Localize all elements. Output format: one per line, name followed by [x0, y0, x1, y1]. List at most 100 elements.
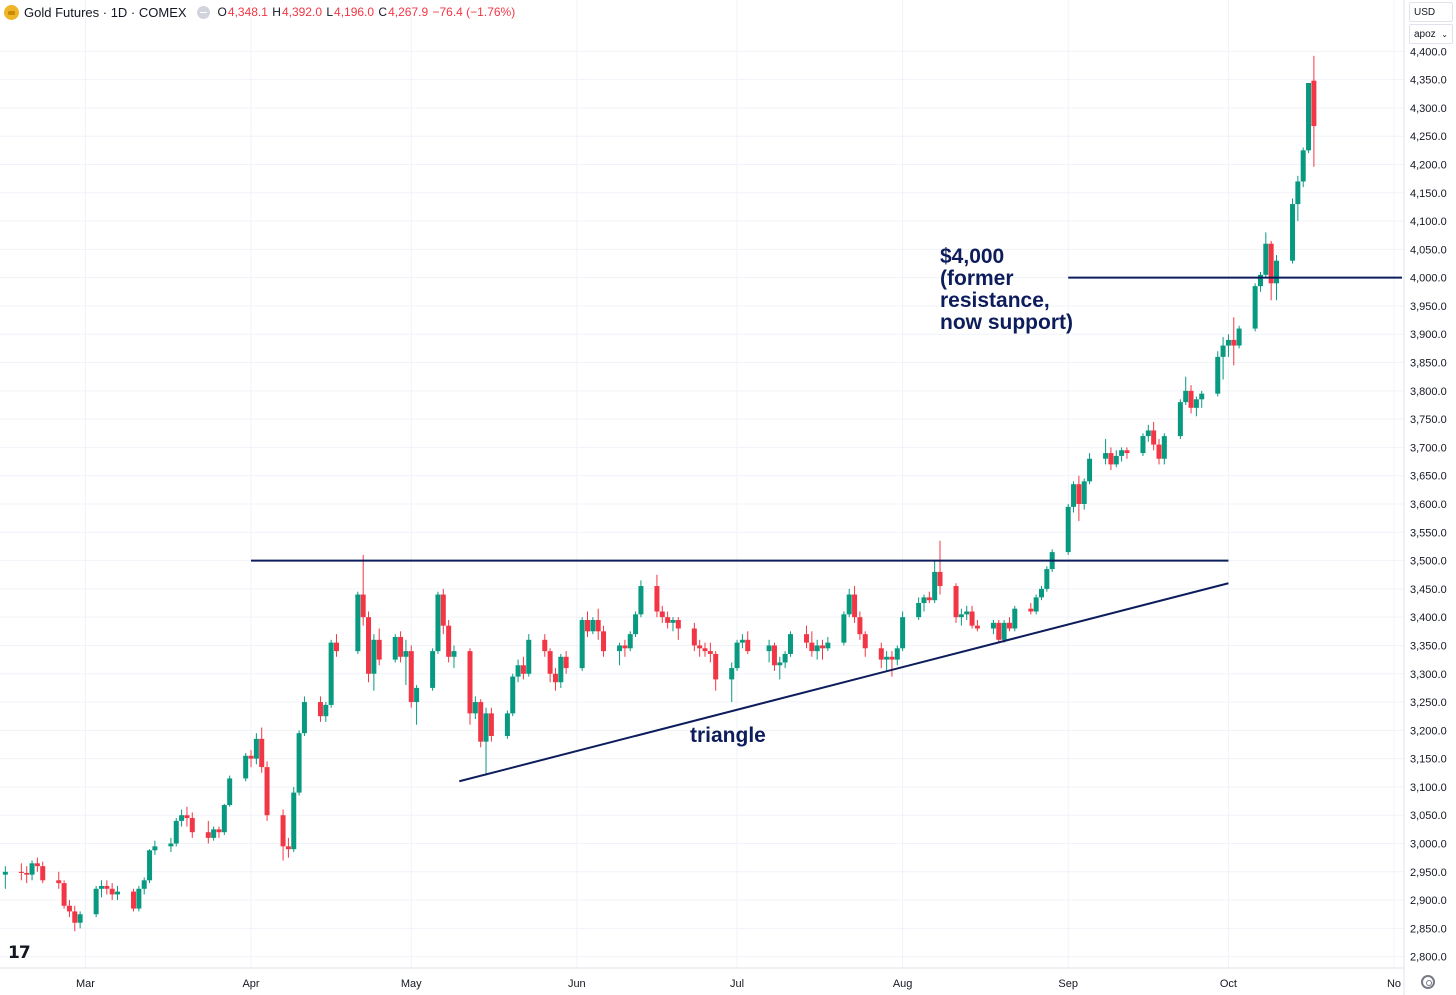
candle-up [627, 631, 633, 652]
candle-body [1268, 243, 1274, 284]
candle-up [296, 730, 302, 796]
close-value: 4,267.9 [388, 5, 429, 19]
candle-body [814, 645, 820, 652]
price-tick-label: 4,300.0 [1410, 103, 1447, 115]
candle-body [56, 880, 62, 884]
candle-body [803, 634, 809, 643]
candle-body [1028, 608, 1034, 612]
price-axis[interactable]: 4,400.0 4,350.0 4,300.0 4,250.0 4,200.0 4,150… [1410, 46, 1447, 963]
price-tick-label: 3,450.0 [1410, 584, 1447, 596]
candle-up [579, 617, 585, 671]
candle-body [1252, 286, 1258, 329]
candle-up [1290, 198, 1296, 264]
candle-body [1113, 455, 1119, 465]
candle-up [472, 696, 478, 720]
candle-body [852, 594, 858, 618]
candle-down [745, 631, 751, 654]
candle-up [291, 786, 297, 852]
price-tick-label: 3,050.0 [1410, 810, 1447, 822]
candle-body [408, 651, 414, 703]
candle-up [301, 696, 307, 736]
candle-body [974, 625, 980, 629]
candle-body [916, 603, 922, 618]
candle-up [1183, 376, 1189, 405]
candle-up [403, 639, 409, 686]
candle-down [440, 588, 446, 635]
candle-body [745, 639, 751, 652]
candle-body [777, 662, 783, 666]
candle-body [77, 914, 83, 923]
candle-down [926, 591, 932, 604]
price-tick-label: 2,950.0 [1410, 867, 1447, 879]
candle-up [1225, 334, 1231, 357]
symbol-title[interactable]: Gold Futures · 1D · COMEX [24, 4, 187, 20]
candle-down [654, 574, 660, 618]
candle-up [1236, 325, 1242, 349]
candle-body [958, 614, 964, 618]
candle-body [98, 885, 104, 889]
candle-up [93, 885, 99, 918]
legend-header: Gold Futures · 1D · COMEX O4,348.1 H4,39… [4, 3, 516, 21]
settings-gear-icon[interactable] [1421, 975, 1435, 989]
candle-down [478, 699, 484, 748]
time-tick-label: No [1387, 978, 1401, 990]
candle-up [921, 594, 927, 612]
candle-up [617, 642, 623, 666]
price-tick-label: 4,050.0 [1410, 244, 1447, 256]
candle-down [1124, 447, 1130, 459]
tradingview-logo[interactable]: 17 [8, 943, 31, 963]
time-tick-label: May [401, 978, 422, 990]
currency-value: USD [1414, 6, 1436, 18]
candle-body [520, 665, 526, 674]
candle-up [670, 617, 676, 632]
candle-body [1188, 390, 1194, 408]
candle-down [280, 809, 286, 861]
candle-up [1087, 453, 1093, 485]
time-axis[interactable]: Mar Apr May Jun Jul Aug Sep Oct No [76, 978, 1401, 990]
candle-up [147, 849, 153, 884]
candle-body [878, 648, 884, 660]
candle-body [1220, 345, 1226, 357]
candle-body [969, 611, 975, 626]
scale-mode-select[interactable]: apoz ⌄ [1409, 24, 1453, 44]
candle-body [1140, 436, 1146, 454]
candle-down [446, 620, 452, 663]
price-tick-label: 3,200.0 [1410, 725, 1447, 737]
price-tick-label: 4,350.0 [1410, 75, 1447, 87]
candle-body [633, 614, 639, 635]
candle-down [1268, 240, 1274, 301]
candle-body [659, 611, 665, 618]
candle-body [40, 866, 46, 881]
time-tick-label: Sep [1058, 978, 1078, 990]
candle-down [563, 651, 569, 674]
candle-up [515, 659, 521, 683]
candle-body [93, 888, 99, 915]
candle-body [1065, 506, 1071, 553]
visibility-toggle-icon[interactable] [196, 5, 210, 19]
candle-body [932, 571, 938, 601]
candle-up [328, 639, 334, 708]
candle-body [280, 815, 286, 847]
candle-up [1044, 566, 1050, 592]
scale-mode-value: apoz [1414, 28, 1436, 40]
candle-up [739, 634, 745, 649]
grid [0, 0, 1404, 968]
candle-body [1161, 436, 1167, 459]
candle-body [782, 653, 788, 663]
candle-body [1006, 622, 1012, 629]
candle-body [579, 620, 585, 669]
candle-body [227, 778, 233, 806]
candle-body [670, 620, 676, 623]
time-tick-label: Jul [730, 978, 744, 990]
candle-up [900, 611, 906, 652]
candle-up [483, 707, 489, 776]
candle-body [34, 863, 40, 867]
candle-body [376, 639, 382, 660]
candle-down [72, 905, 78, 932]
price-tick-label: 3,950.0 [1410, 301, 1447, 313]
currency-select[interactable]: USD [1409, 2, 1453, 22]
candle-body [734, 642, 740, 669]
candle-down [259, 727, 265, 773]
